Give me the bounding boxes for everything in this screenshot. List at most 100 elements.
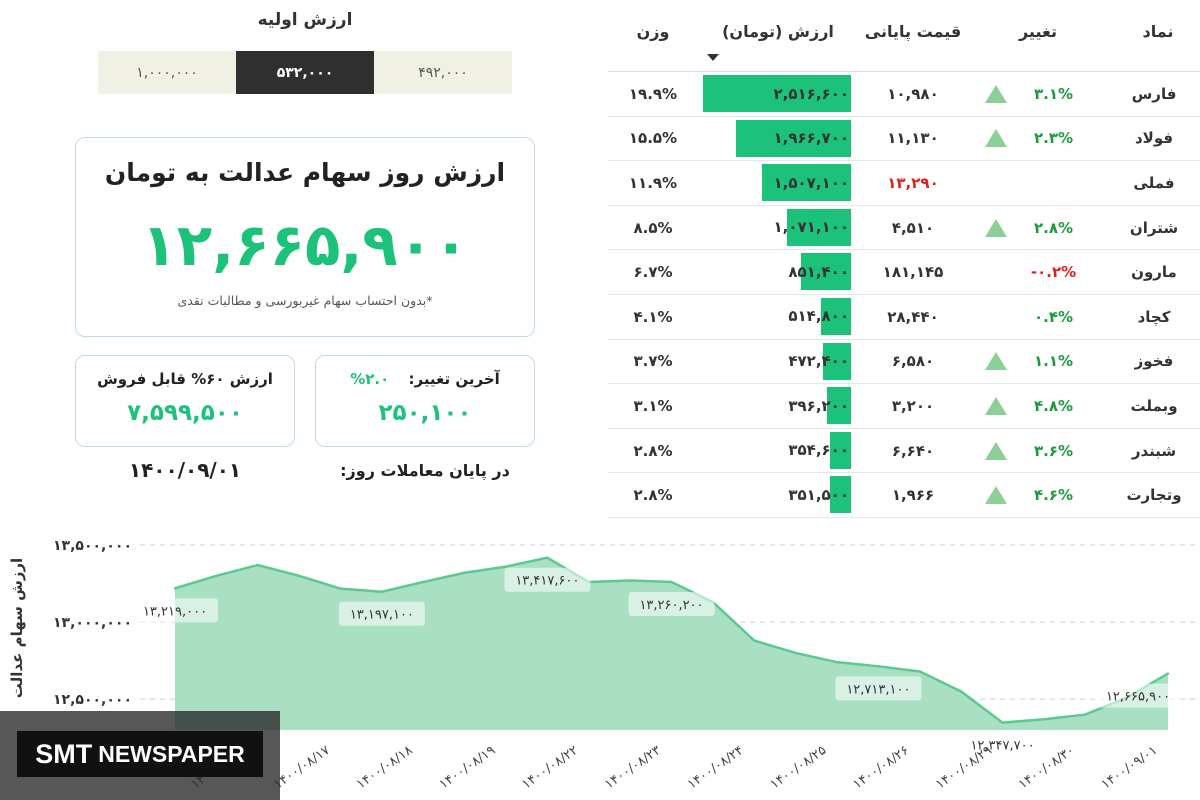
x-tick-label: ۱۴۰۰/۰۸/۲۳ [602,743,664,792]
data-label-box [959,732,1046,757]
data-point [753,639,756,642]
row-weight: ۳.۷% [633,352,673,371]
table-row[interactable]: کچاد ۰.۴% ۲۸,۴۴۰ ۵۱۴,۸۰۰ ۴.۱% [608,295,1200,340]
row-symbol: شبندر [1131,441,1177,460]
row-value-bar: ۴۷۲,۴۰۰ [703,342,851,380]
row-value: ۳۵۴,۶۰۰ [788,441,849,460]
row-value: ۸۵۱,۴۰۰ [788,262,849,281]
row-weight: ۶.۷% [633,263,673,282]
data-point [628,579,632,582]
initial-value-title: ارزش اولیه [257,10,353,30]
x-tick-label: ۱۴۰۰/۰۹/۰۱ [1099,743,1161,792]
row-final-price: ۱۱,۱۳۰ [887,129,939,148]
value-bar-fill [822,342,851,380]
data-label-box [628,591,715,616]
data-label: ۱۲,۷۱۳,۱۰۰ [846,682,910,697]
y-tick-label: ۱۳,۰۰۰,۰۰۰ [53,615,132,631]
up-triangle-icon [985,352,1007,371]
last-change-label-row: آخرین تغییر: ۲.۰% [316,370,534,388]
row-trend [976,161,1016,205]
row-change: ۴.۸% [1033,396,1074,415]
initial-value-option-492000[interactable]: ۴۹۲,۰۰۰ [374,51,512,94]
table-row[interactable]: وبملت ۴.۸% ۳,۲۰۰ ۳۹۶,۲۰۰ ۳.۱% [608,384,1200,429]
row-change: ۳.۱% [1033,84,1074,103]
data-point [1166,672,1170,675]
data-point [1084,713,1087,716]
value-bar-fill [830,476,851,514]
y-tick-label: ۱۳,۵۰۰,۰۰۰ [53,538,132,554]
row-trend [976,117,1016,161]
value-bar-fill [800,253,851,291]
row-value: ۱,۵۰۷,۱۰۰ [773,173,849,192]
data-label-box [338,601,425,626]
row-value: ۱,۹۶۶,۷۰۰ [773,129,849,148]
row-weight: ۲.۸% [633,486,673,505]
row-trend [976,384,1016,428]
row-change: ۲.۸% [1033,218,1074,237]
stocks-table: نماد تغییر قیمت پایانی ارزش (تومان) وزن … [608,10,1200,518]
current-value-title: ارزش روز سهام عدالت به تومان [104,158,506,187]
x-tick-label: ۱۴۰۰/۰۸/۲۵ [768,743,830,792]
data-label-box [835,676,922,701]
row-trend [976,473,1016,517]
header-symbol[interactable]: نماد [1142,22,1174,41]
x-tick-label: ۱۴۰۰/۰۸/۲۶ [851,743,913,792]
table-row[interactable]: شبندر ۳.۶% ۶,۶۴۰ ۳۵۴,۶۰۰ ۲.۸% [608,429,1200,474]
x-tick-label: ۱۴۰۰/۰۸/۱۷ [271,743,333,792]
table-row[interactable]: فخوز ۱.۱% ۶,۵۸۰ ۴۷۲,۴۰۰ ۳.۷% [608,340,1200,385]
row-value-bar: ۳۵۴,۶۰۰ [703,431,851,469]
row-value-bar: ۱,۵۰۷,۱۰۰ [703,164,851,202]
table-body: فارس ۳.۱% ۱۰,۹۸۰ ۲,۵۱۶,۶۰۰ ۱۹.۹% فولاد ۲.۳% ۱۱,… [608,72,1200,518]
table-row[interactable]: فملی ۱۳,۲۹۰ ۱,۵۰۷,۱۰۰ ۱۱.۹% [608,161,1200,206]
data-point [670,580,673,584]
row-weight: ۸.۵% [633,218,673,237]
row-change: ۰.۴% [1033,307,1074,326]
table-row[interactable]: مارون -۰.۲% ۱۸۱,۱۴۵ ۸۵۱,۴۰۰ ۶.۷% [608,250,1200,295]
table-row[interactable]: فولاد ۲.۳% ۱۱,۱۳۰ ۱,۹۶۶,۷۰۰ ۱۵.۵% [608,117,1200,162]
data-point [835,660,839,664]
row-change: ۳.۶% [1033,441,1074,460]
data-label-box [504,567,591,592]
row-symbol: فارس [1131,84,1177,103]
header-value[interactable]: ارزش (تومان) [722,22,834,41]
data-label: ۱۳,۴۱۷,۶۰۰ [515,574,579,589]
trading-date-label: در پایان معاملات روز: [340,461,510,480]
row-value: ۳۵۱,۵۰۰ [788,485,849,504]
row-value: ۲,۵۱۶,۶۰۰ [773,84,849,103]
header-final-price[interactable]: قیمت پایانی [864,22,962,41]
row-weight: ۳.۱% [633,396,673,415]
up-triangle-icon [985,486,1007,505]
initial-value-option-532000[interactable]: ۵۳۲,۰۰۰ [236,51,374,94]
row-final-price: ۱۰,۹۸۰ [887,84,939,103]
row-change: -۰.۲% [1030,263,1077,282]
table-row[interactable]: فارس ۳.۱% ۱۰,۹۸۰ ۲,۵۱۶,۶۰۰ ۱۹.۹% [608,72,1200,117]
data-point [339,587,342,590]
header-weight[interactable]: وزن [636,22,670,41]
value-bar-fill [827,387,851,425]
data-label: ۱۳,۲۶۰,۲۰۰ [639,598,703,613]
initial-value-option-1000000[interactable]: ۱,۰۰۰,۰۰۰ [98,51,236,94]
last-change-percent: ۲.۰% [350,370,390,388]
row-weight: ۱۱.۹% [628,173,678,192]
data-point [504,565,508,568]
row-final-price: ۴,۵۱۰ [891,218,935,237]
table-row[interactable]: شتران ۲.۸% ۴,۵۱۰ ۱,۰۷۱,۱۰۰ ۸.۵% [608,206,1200,251]
data-point [1001,721,1004,724]
value-bar-fill [830,431,851,469]
sort-desc-icon[interactable] [707,54,719,61]
value-bar-fill [762,164,851,202]
table-row[interactable]: وتجارت ۴.۶% ۱,۹۶۶ ۳۵۱,۵۰۰ ۲.۸% [608,473,1200,518]
row-final-price: ۱,۹۶۶ [891,486,935,505]
row-value-bar: ۱,۹۶۶,۷۰۰ [703,119,851,157]
initial-value-selector: ۱,۰۰۰,۰۰۰ ۵۳۲,۰۰۰ ۴۹۲,۰۰۰ [98,51,512,94]
row-symbol: کچاد [1137,307,1171,326]
row-weight: ۲.۸% [633,441,673,460]
row-symbol: فخوز [1134,352,1174,371]
header-change[interactable]: تغییر [1018,22,1058,41]
data-point [463,571,466,574]
data-point [173,587,177,590]
data-point [256,563,259,567]
value-bar-fill [787,208,851,246]
up-triangle-icon [985,129,1007,148]
data-point [794,651,797,655]
